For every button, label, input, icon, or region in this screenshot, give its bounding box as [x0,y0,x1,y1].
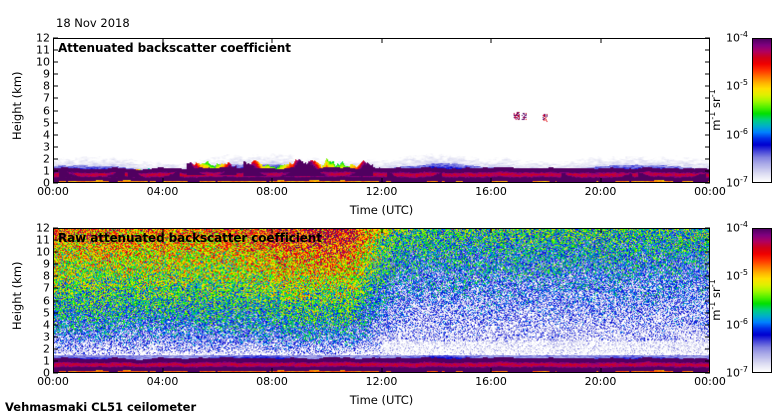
y-tick-label: 6 [43,294,50,307]
heatmap-canvas-attenuated-backscatter [54,39,709,182]
y-axis-label-panel-1: Height (km) [10,260,24,330]
x-tick-label: 04:00 [146,375,179,388]
y-tick-label: 4 [43,128,50,142]
y-tick-label: 1 [43,164,50,178]
y-tick-label: 0 [43,366,50,380]
y-tick-label: 10 [36,245,50,259]
x-tick-label: 16:00 [475,375,507,388]
x-tick-label: 04:00 [146,185,179,198]
x-tick-label: 20:00 [584,185,617,198]
y-tick-label: 9 [43,67,50,81]
y-tick-label: 5 [43,306,50,320]
colorbar-tick-label: 10-6 [726,126,748,142]
x-tick-label: 00:00 [37,185,69,198]
x-tick-label: 12:00 [365,375,398,388]
y-tick-label: 3 [43,140,50,154]
colorbar-tick-label: 10-5 [726,268,748,283]
y-tick-label: 2 [43,342,50,356]
x-axis-label-panel-1: Time (UTC) [349,393,414,407]
x-tick-label: 00:00 [694,375,726,388]
y-tick-label: 2 [43,152,50,166]
y-tick-label: 8 [43,269,50,283]
colorbar-tick-label: 10-5 [726,78,748,93]
x-tick-label: 12:00 [365,185,398,198]
x-tick-label: 00:00 [694,185,726,198]
y-tick-label: 5 [43,116,50,130]
y-axis-label-panel-0: Height (km) [10,70,24,140]
y-tick-label: 8 [43,79,50,93]
y-tick-label: 4 [43,318,50,332]
x-tick-label: 08:00 [256,375,288,388]
colorbar-gradient-panel-1 [753,229,771,372]
y-tick-label: 12 [36,221,50,235]
footer-caption: Vehmasmaki CL51 ceilometer [5,400,197,414]
y-tick-label: 11 [36,43,50,57]
colorbar-panel-1 [752,228,772,373]
colorbar-label-panel-0: m-1 sr-1 [708,88,723,131]
y-tick-label: 7 [43,281,50,295]
y-tick-label: 11 [36,233,50,247]
colorbar-tick-label: 10-7 [726,364,748,380]
x-tick-label: 16:00 [475,185,507,198]
colorbar-tick-label: 10-4 [726,29,748,45]
y-tick-label: 0 [43,176,50,190]
panel-title-raw-attenuated-backscatter: Raw attenuated backscatter coefficient [58,231,322,245]
heatmap-canvas-raw-attenuated-backscatter [54,229,709,372]
x-tick-label: 08:00 [256,185,288,198]
panel-attenuated-backscatter[interactable]: Attenuated backscatter coefficient [53,38,710,183]
colorbar-tick-label: 10-7 [726,174,748,190]
colorbar-tick-label: 10-6 [726,316,748,332]
x-tick-label: 00:00 [37,375,69,388]
date-stamp: 18 Nov 2018 [56,16,130,30]
y-tick-label: 10 [36,55,50,69]
x-axis-label-panel-0: Time (UTC) [349,203,414,217]
colorbar-label-panel-1: m-1 sr-1 [708,278,723,321]
y-tick-label: 1 [43,354,50,368]
colorbar-tick-label: 10-4 [726,219,748,235]
panel-raw-attenuated-backscatter[interactable]: Raw attenuated backscatter coefficient [53,228,710,373]
y-tick-label: 12 [36,31,50,45]
y-tick-label: 3 [43,330,50,344]
colorbar-panel-0 [752,38,772,183]
y-tick-label: 7 [43,91,50,105]
y-tick-label: 6 [43,104,50,117]
colorbar-gradient-panel-0 [753,39,771,182]
y-tick-label: 9 [43,257,50,271]
panel-title-attenuated-backscatter: Attenuated backscatter coefficient [58,41,291,55]
x-tick-label: 20:00 [584,375,617,388]
